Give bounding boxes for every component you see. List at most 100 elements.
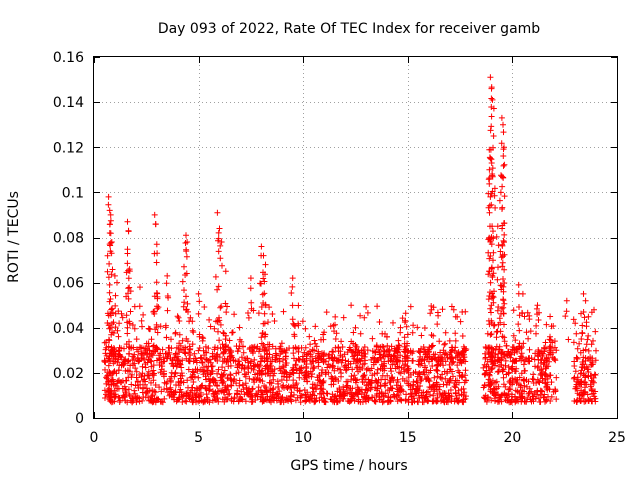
data-point — [171, 373, 178, 380]
data-point — [520, 361, 527, 368]
data-point — [442, 358, 449, 365]
data-point — [360, 372, 367, 379]
data-point — [351, 372, 358, 379]
data-point — [295, 348, 302, 355]
data-point — [101, 358, 108, 365]
data-point — [330, 363, 337, 370]
data-point — [440, 347, 447, 354]
data-point — [148, 358, 155, 365]
data-point — [184, 338, 191, 345]
data-point — [486, 371, 493, 378]
data-point — [488, 309, 494, 316]
data-point — [131, 387, 138, 394]
data-point — [366, 379, 373, 386]
data-point — [311, 347, 318, 354]
data-point — [292, 361, 299, 368]
data-point — [216, 225, 223, 232]
data-point — [204, 369, 211, 376]
data-point — [116, 320, 123, 327]
data-point — [373, 392, 380, 399]
data-point — [357, 358, 364, 365]
data-point — [405, 396, 412, 403]
data-point — [161, 386, 168, 393]
data-point — [373, 343, 380, 350]
data-point — [498, 173, 505, 180]
data-point — [512, 394, 519, 401]
data-point — [311, 337, 318, 344]
data-point — [140, 311, 147, 318]
data-point — [184, 377, 191, 384]
data-point — [287, 396, 294, 403]
data-point — [239, 381, 246, 388]
data-point — [108, 347, 114, 354]
data-point — [245, 391, 252, 398]
data-point — [134, 382, 141, 388]
data-point — [425, 349, 432, 356]
data-point — [380, 398, 387, 405]
data-point — [505, 364, 512, 371]
data-point — [148, 336, 155, 343]
data-point — [210, 379, 217, 386]
data-point — [410, 357, 416, 364]
data-point — [547, 313, 554, 320]
data-point — [202, 384, 209, 391]
data-point — [437, 374, 444, 381]
data-point — [259, 291, 266, 298]
data-point — [241, 366, 248, 372]
data-point — [490, 228, 496, 235]
data-point — [207, 323, 214, 330]
data-point — [513, 377, 520, 384]
data-point — [398, 397, 405, 403]
data-point — [167, 377, 174, 384]
data-point — [525, 378, 532, 385]
data-point — [542, 380, 549, 387]
data-point — [148, 350, 155, 357]
data-point — [492, 362, 498, 369]
data-point — [387, 365, 394, 372]
data-point — [319, 367, 326, 373]
data-point — [142, 364, 149, 371]
data-point — [462, 372, 469, 379]
data-point — [250, 376, 257, 383]
data-point — [186, 349, 192, 356]
data-point — [515, 321, 522, 328]
data-point — [183, 253, 190, 260]
data-point — [457, 318, 464, 325]
data-point — [530, 371, 537, 378]
data-point — [345, 358, 352, 365]
data-point — [248, 299, 255, 306]
data-point — [487, 279, 494, 286]
data-point — [480, 364, 487, 371]
data-point — [173, 344, 180, 351]
data-point — [351, 397, 358, 404]
data-point — [348, 392, 355, 399]
data-point — [338, 338, 345, 345]
data-point — [323, 390, 330, 397]
data-point — [573, 330, 580, 337]
data-point — [189, 399, 196, 406]
data-point — [150, 342, 157, 349]
data-point — [461, 354, 468, 361]
data-point — [531, 356, 538, 363]
data-point — [447, 387, 454, 393]
data-point — [131, 325, 138, 332]
data-point — [105, 389, 112, 396]
data-point — [175, 382, 182, 389]
data-point — [540, 361, 547, 368]
data-point — [498, 114, 505, 121]
data-point — [430, 332, 437, 339]
data-point — [410, 369, 417, 376]
data-point — [105, 193, 112, 200]
data-point — [516, 374, 523, 381]
data-point — [350, 353, 356, 360]
data-point — [392, 365, 399, 372]
data-point — [290, 364, 297, 371]
data-point — [332, 375, 338, 381]
data-point — [289, 302, 296, 309]
data-point — [190, 379, 197, 385]
data-point — [127, 308, 134, 315]
x-tick-label: 0 — [90, 430, 99, 446]
data-point — [354, 357, 361, 364]
data-point — [402, 317, 409, 324]
data-point — [499, 259, 506, 266]
